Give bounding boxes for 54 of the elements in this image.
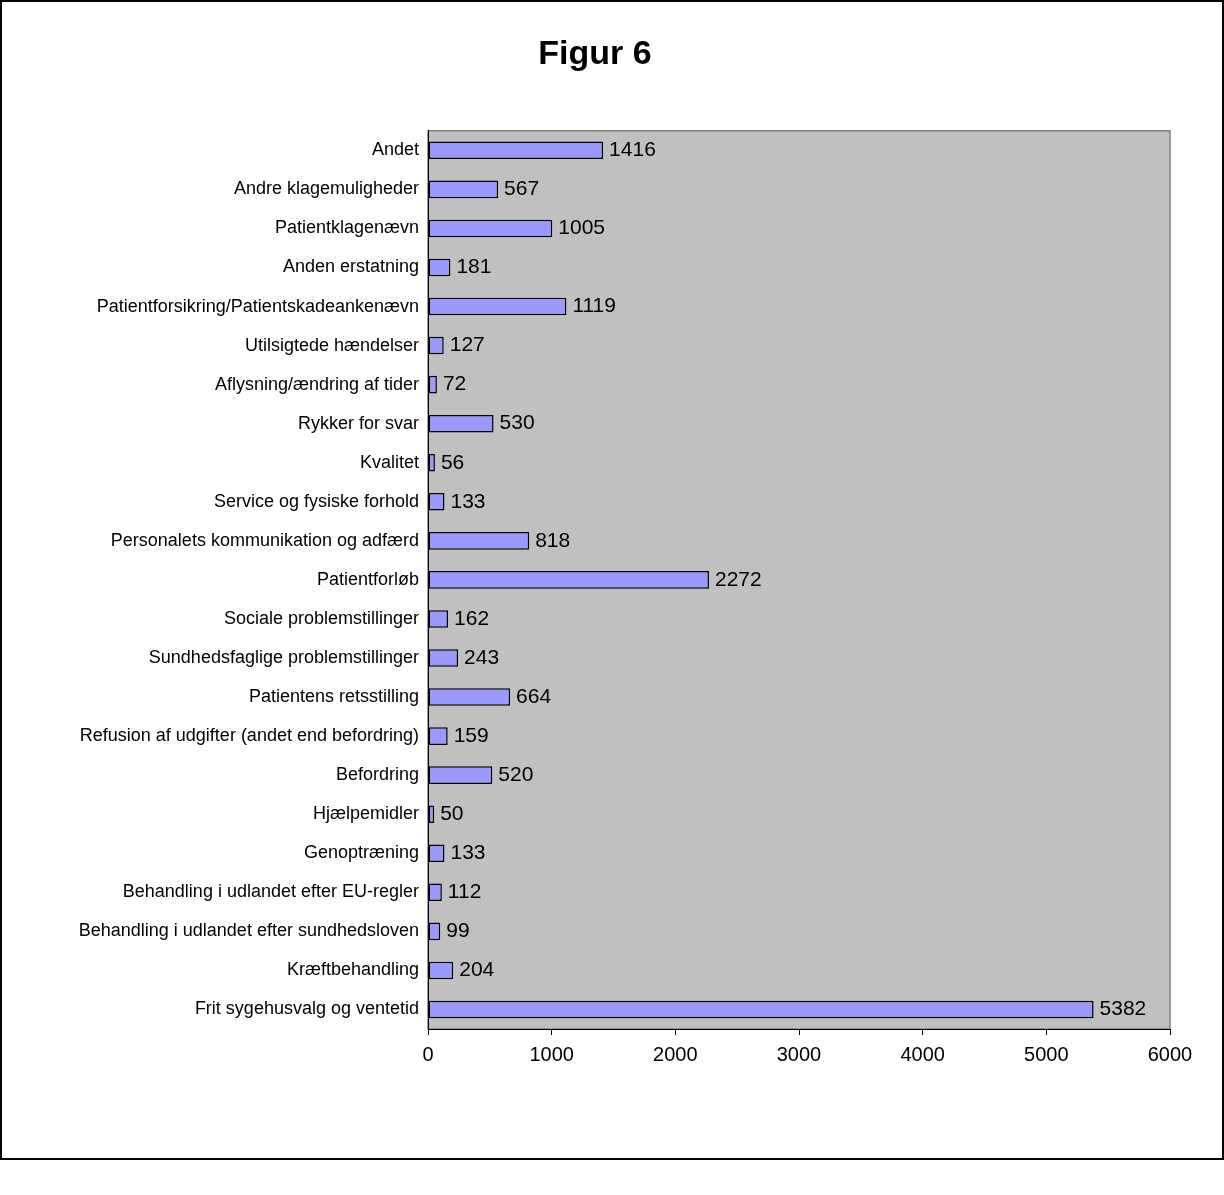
x-tick-label: 0 [422,1042,434,1065]
y-tick-label: Befordring [335,764,419,785]
data-label: 133 [450,840,486,864]
data-label: 133 [450,488,486,512]
data-label: 5382 [1099,996,1147,1020]
y-tick-label: Patientforsikring/Patientskadeankenævn [96,295,419,316]
data-label: 162 [454,605,490,629]
y-tick-label: Rykker for svar [297,412,419,433]
data-label: 72 [442,371,467,395]
x-tick-label: 1000 [529,1042,574,1065]
y-tick-label: Anden erstatning [282,256,419,277]
chart-title: Figur 6 [538,32,652,71]
y-tick-label: Frit sygehusvalg og ventetid [194,998,419,1019]
data-label: 99 [446,918,470,942]
data-label: 112 [447,879,482,903]
y-tick-label: Utilsigtede hændelser [244,334,420,355]
data-label: 664 [516,683,552,707]
data-label: 567 [504,176,540,200]
y-tick-label: Aflysning/ændring af tider [214,373,419,394]
y-tick-label: Personalets kommunikation og adfærd [110,529,419,550]
data-label: 520 [498,761,534,785]
x-tick-label: 3000 [776,1042,822,1065]
data-label: 1119 [572,293,616,317]
y-tick-label: Patientens retsstilling [248,686,419,707]
y-tick-label: Andre klagemuligheder [233,178,419,199]
y-tick-label: Refusion af udgifter (andet end befordring) [79,725,419,746]
y-tick-label: Hjælpemidler [312,803,420,824]
y-tick-label: Kvalitet [359,451,419,472]
data-label: 159 [453,722,489,746]
data-label: 2272 [714,566,762,590]
data-label: 204 [459,957,495,981]
data-label: 50 [440,801,464,825]
y-tick-label: Kræftbehandling [286,959,419,980]
y-tick-label: Service og fysiske forhold [213,490,419,511]
y-tick-label: Sociale problemstillinger [223,607,419,628]
data-label: 1005 [558,215,605,239]
y-tick-label: Sundhedsfaglige problemstillinger [148,646,419,667]
data-label: 243 [464,644,500,668]
data-label: 1416 [609,137,656,161]
y-tick-label: Genoptræning [303,842,419,863]
y-tick-label: Andet [371,139,419,160]
y-tick-label: Behandling i udlandet efter EU-regler [122,881,419,902]
data-label: 181 [456,254,492,278]
data-label: 127 [449,332,485,356]
y-tick-label: Patientforløb [316,568,419,589]
data-label: 56 [440,449,465,473]
y-tick-label: Patientklagenævn [274,217,419,238]
x-tick-label: 4000 [900,1042,945,1065]
y-tick-label: Behandling i udlandet efter sundhedsloven [78,920,419,941]
x-tick-label: 2000 [653,1042,698,1065]
x-tick-label: 5000 [1024,1042,1069,1065]
data-label: 530 [499,410,535,434]
x-tick-label: 6000 [1147,1042,1193,1065]
data-label: 818 [535,527,571,551]
